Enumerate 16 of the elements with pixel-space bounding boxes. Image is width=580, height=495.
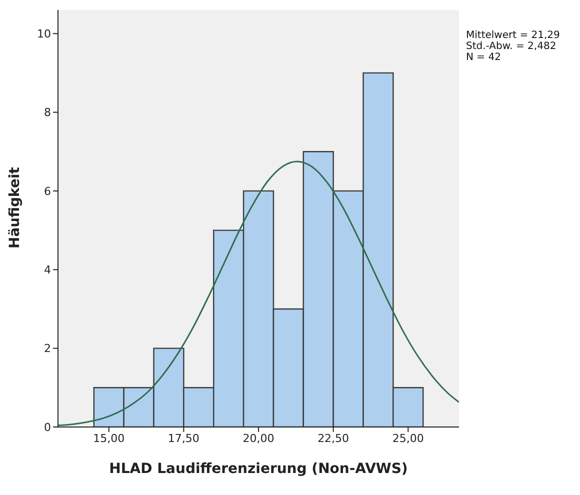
y-axis-title: Häufigkeit (6, 166, 23, 248)
text: Mittelwert = 21,29 (466, 30, 560, 41)
x-axis-title: HLAD Laudifferenzierung (Non-AVWS) (109, 461, 408, 477)
y-tick-label: 4 (44, 264, 51, 277)
y-tick-label: 10 (37, 28, 51, 41)
x-tick-label: 15,00 (93, 432, 125, 445)
y-tick-label: 6 (44, 184, 51, 198)
x-tick-label: 22,50 (318, 432, 350, 445)
text: Std.-Abw. = 2,482 (466, 41, 558, 52)
x-tick-label: 20,00 (242, 432, 274, 445)
text: N = 42 (466, 52, 502, 63)
y-tick-label: 0 (44, 420, 51, 434)
x-tick-label: 17,50 (168, 432, 200, 445)
x-tick-label: 25,00 (392, 432, 424, 445)
y-tick-label: 8 (44, 106, 51, 120)
y-tick-label: 2 (44, 342, 51, 356)
